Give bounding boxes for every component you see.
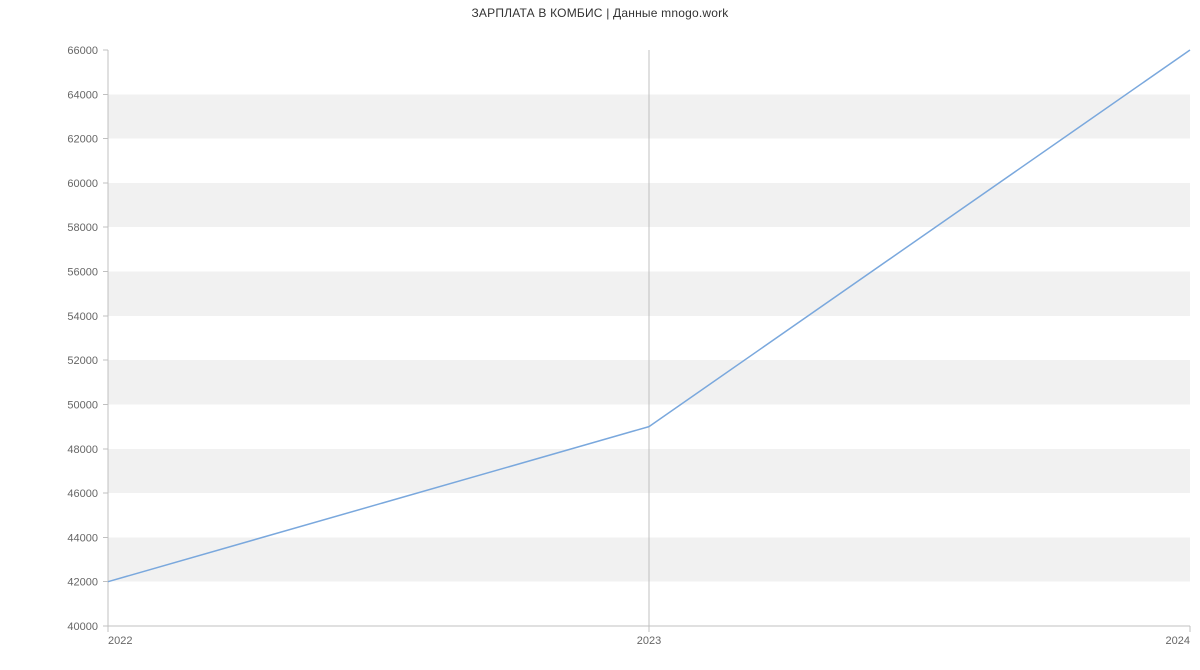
y-tick-label: 46000 <box>67 488 98 500</box>
x-tick-label: 2023 <box>637 635 661 647</box>
chart-title: ЗАРПЛАТА В КОМБИС | Данные mnogo.work <box>0 0 1200 20</box>
y-tick-label: 54000 <box>67 311 98 323</box>
chart-container: ЗАРПЛАТА В КОМБИС | Данные mnogo.work 40… <box>0 0 1200 650</box>
y-tick-label: 66000 <box>67 45 98 57</box>
x-tick-label: 2024 <box>1166 635 1190 647</box>
y-tick-label: 52000 <box>67 355 98 367</box>
y-tick-label: 50000 <box>67 399 98 411</box>
y-tick-label: 64000 <box>67 89 98 101</box>
y-tick-label: 40000 <box>67 621 98 633</box>
y-tick-label: 60000 <box>67 178 98 190</box>
y-tick-label: 42000 <box>67 577 98 589</box>
x-tick-label: 2022 <box>108 635 132 647</box>
y-tick-label: 58000 <box>67 222 98 234</box>
y-tick-label: 56000 <box>67 267 98 279</box>
y-tick-label: 62000 <box>67 134 98 146</box>
y-tick-label: 44000 <box>67 532 98 544</box>
line-chart: 40000 42000 44000 46000 48000 50000 52000 54000… <box>0 20 1200 670</box>
y-tick-label: 48000 <box>67 444 98 456</box>
